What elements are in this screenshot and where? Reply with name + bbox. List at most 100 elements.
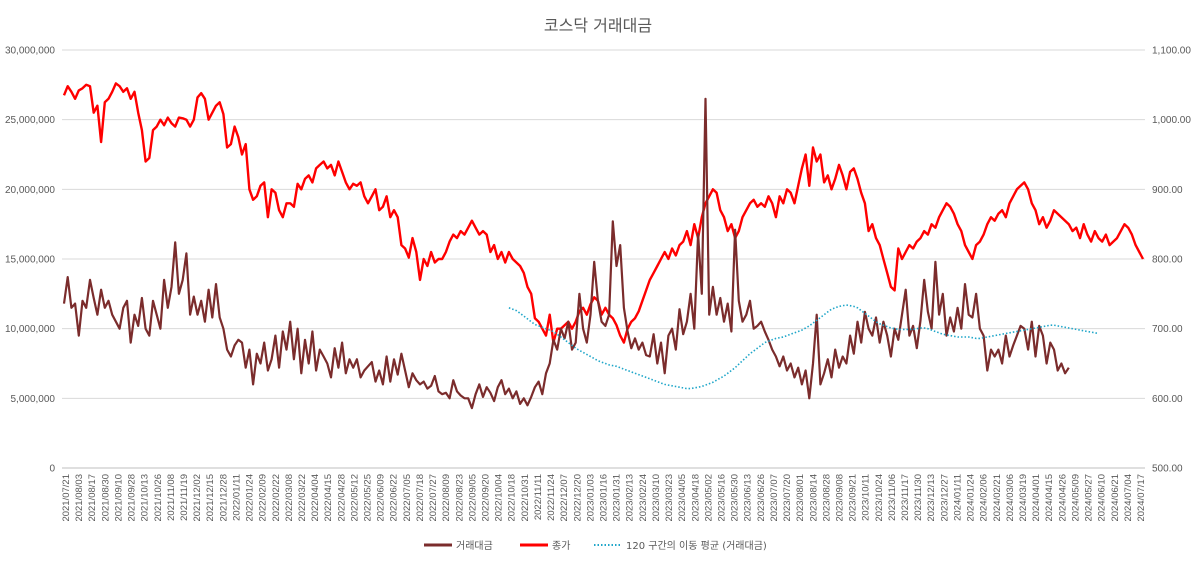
x-tick-label: 2021/11/08 — [166, 474, 177, 521]
x-tick-label: 2021/07/21 — [61, 474, 72, 522]
x-tick-label: 2023/11/30 — [913, 474, 924, 521]
x-tick-label: 2023/04/05 — [677, 474, 688, 522]
x-tick-label: 2021/09/28 — [127, 474, 138, 522]
x-tick-label: 2024/03/19 — [1018, 474, 1029, 522]
x-tick-label: 2022/05/25 — [363, 474, 374, 522]
x-tick-label: 2021/12/02 — [192, 474, 203, 522]
x-tick-label: 2023/12/27 — [939, 474, 950, 522]
x-tick-label: 2023/10/11 — [861, 474, 872, 521]
x-tick-label: 2022/06/22 — [389, 474, 400, 522]
x-tick-label: 2024/01/24 — [966, 474, 977, 522]
x-tick-label: 2022/07/18 — [415, 474, 426, 522]
x-tick-label: 2022/10/31 — [520, 474, 531, 522]
y-right-tick-label: 800.00 — [1152, 255, 1183, 266]
y-left-tick-label: 30,000,000 — [5, 46, 55, 57]
x-tick-label: 2021/12/28 — [218, 474, 229, 522]
x-tick-label: 2022/05/12 — [349, 474, 360, 522]
y-right-tick-label: 700.00 — [1152, 324, 1183, 335]
legend: 거래대금 종가 120 구간의 이동 평균 (거래대금) — [424, 540, 767, 552]
x-tick-label: 2021/08/03 — [74, 474, 85, 522]
x-tick-label: 2021/10/26 — [153, 474, 164, 522]
y-left-tick-label: 0 — [49, 464, 55, 475]
x-tick-label: 2023/06/13 — [743, 474, 754, 522]
series-line-close — [62, 82, 1145, 344]
x-tick-label: 2022/12/20 — [572, 474, 583, 522]
x-tick-label: 2023/03/10 — [651, 474, 662, 522]
legend-label-moving-average: 120 구간의 이동 평균 (거래대금) — [626, 540, 767, 552]
x-tick-label: 2022/04/28 — [336, 474, 347, 522]
x-tick-label: 2022/03/08 — [284, 474, 295, 522]
x-tick-label: 2023/08/14 — [808, 474, 819, 522]
x-tick-label: 2024/07/17 — [1136, 474, 1147, 522]
x-tick-label: 2023/01/03 — [585, 474, 596, 522]
y-right-tick-label: 1,100.00 — [1152, 46, 1191, 57]
series-layer — [62, 82, 1145, 410]
x-tick-label: 2024/02/06 — [979, 474, 990, 522]
x-tick-label: 2024/05/27 — [1084, 474, 1095, 522]
x-tick-label: 2023/08/28 — [821, 474, 832, 522]
x-tick-label: 2023/09/08 — [834, 474, 845, 522]
x-axis-ticks: 2021/07/21 2021/08/03 2021/08/17 2021/08/30… — [61, 467, 1147, 522]
x-tick-label: 2024/04/01 — [1031, 474, 1042, 522]
x-tick-label: 2024/04/15 — [1044, 474, 1055, 522]
x-tick-label: 2023/11/06 — [887, 474, 898, 521]
series-line-moving-average — [508, 304, 1099, 390]
x-tick-label: 2024/07/04 — [1123, 474, 1134, 522]
x-tick-label: 2024/06/21 — [1110, 474, 1121, 522]
x-tick-label: 2023/05/02 — [703, 474, 714, 522]
x-tick-label: 2021/09/10 — [113, 474, 124, 522]
x-tick-label: 2021/08/30 — [100, 474, 111, 522]
x-tick-label: 2022/03/22 — [297, 474, 308, 522]
x-tick-label: 2023/08/01 — [795, 474, 806, 522]
x-tick-label: 2022/12/07 — [559, 474, 570, 522]
x-tick-label: 2022/08/09 — [441, 474, 452, 522]
x-tick-label: 2022/10/18 — [507, 474, 518, 522]
x-tick-label: 2021/08/17 — [87, 474, 98, 522]
y-left-tick-label: 15,000,000 — [5, 255, 55, 266]
x-tick-label: 2024/06/10 — [1097, 474, 1108, 522]
x-tick-label: 2022/08/23 — [454, 474, 465, 522]
x-tick-label: 2023/03/23 — [664, 474, 675, 522]
x-tick-label: 2022/10/04 — [494, 474, 505, 522]
x-tick-label: 2024/04/26 — [1057, 474, 1068, 522]
x-tick-label: 2022/11/24 — [546, 474, 557, 521]
chart-title: 코스닥 거래대금 — [544, 16, 652, 35]
x-tick-label: 2023/06/26 — [756, 474, 767, 522]
x-tick-label: 2023/10/24 — [874, 474, 885, 522]
legend-label-trading-value: 거래대금 — [456, 540, 493, 552]
x-tick-label: 2023/01/31 — [612, 474, 623, 522]
x-tick-label: 2023/02/24 — [638, 474, 649, 522]
left-axis-ticks: 0 5,000,000 10,000,000 15,000,000 20,000,000… — [5, 46, 56, 475]
x-tick-label: 2023/12/13 — [926, 474, 937, 522]
gridlines — [62, 49, 1145, 469]
y-left-tick-label: 10,000,000 — [5, 324, 55, 335]
x-tick-label: 2022/01/24 — [245, 474, 256, 522]
y-right-tick-label: 900.00 — [1152, 185, 1183, 196]
x-tick-label: 2024/05/09 — [1070, 474, 1081, 522]
x-tick-label: 2021/10/13 — [140, 474, 151, 522]
x-tick-label: 2023/07/20 — [782, 474, 793, 522]
x-tick-label: 2022/04/04 — [310, 474, 321, 522]
x-tick-label: 2021/11/19 — [179, 474, 190, 521]
y-right-tick-label: 500.00 — [1152, 464, 1183, 475]
x-tick-label: 2023/04/18 — [690, 474, 701, 522]
x-tick-label: 2022/11/11 — [533, 474, 544, 520]
y-right-tick-label: 1,000.00 — [1152, 115, 1191, 126]
series-line-trading-value — [62, 97, 1070, 410]
x-tick-label: 2023/02/13 — [625, 474, 636, 522]
x-tick-label: 2022/01/11 — [231, 474, 242, 521]
x-tick-label: 2022/07/05 — [402, 474, 413, 522]
x-tick-label: 2023/09/21 — [848, 474, 859, 522]
x-tick-label: 2022/02/09 — [258, 474, 269, 522]
y-left-tick-label: 25,000,000 — [5, 115, 55, 126]
x-tick-label: 2023/05/16 — [716, 474, 727, 522]
y-right-tick-label: 600.00 — [1152, 394, 1183, 405]
x-tick-label: 2023/07/07 — [769, 474, 780, 522]
x-tick-label: 2023/05/30 — [730, 474, 741, 522]
x-tick-label: 2024/01/11 — [952, 474, 963, 521]
x-tick-label: 2022/04/15 — [323, 474, 334, 522]
x-tick-label: 2023/11/17 — [900, 474, 911, 521]
legend-label-close: 종가 — [552, 540, 570, 552]
y-left-tick-label: 5,000,000 — [11, 394, 56, 405]
